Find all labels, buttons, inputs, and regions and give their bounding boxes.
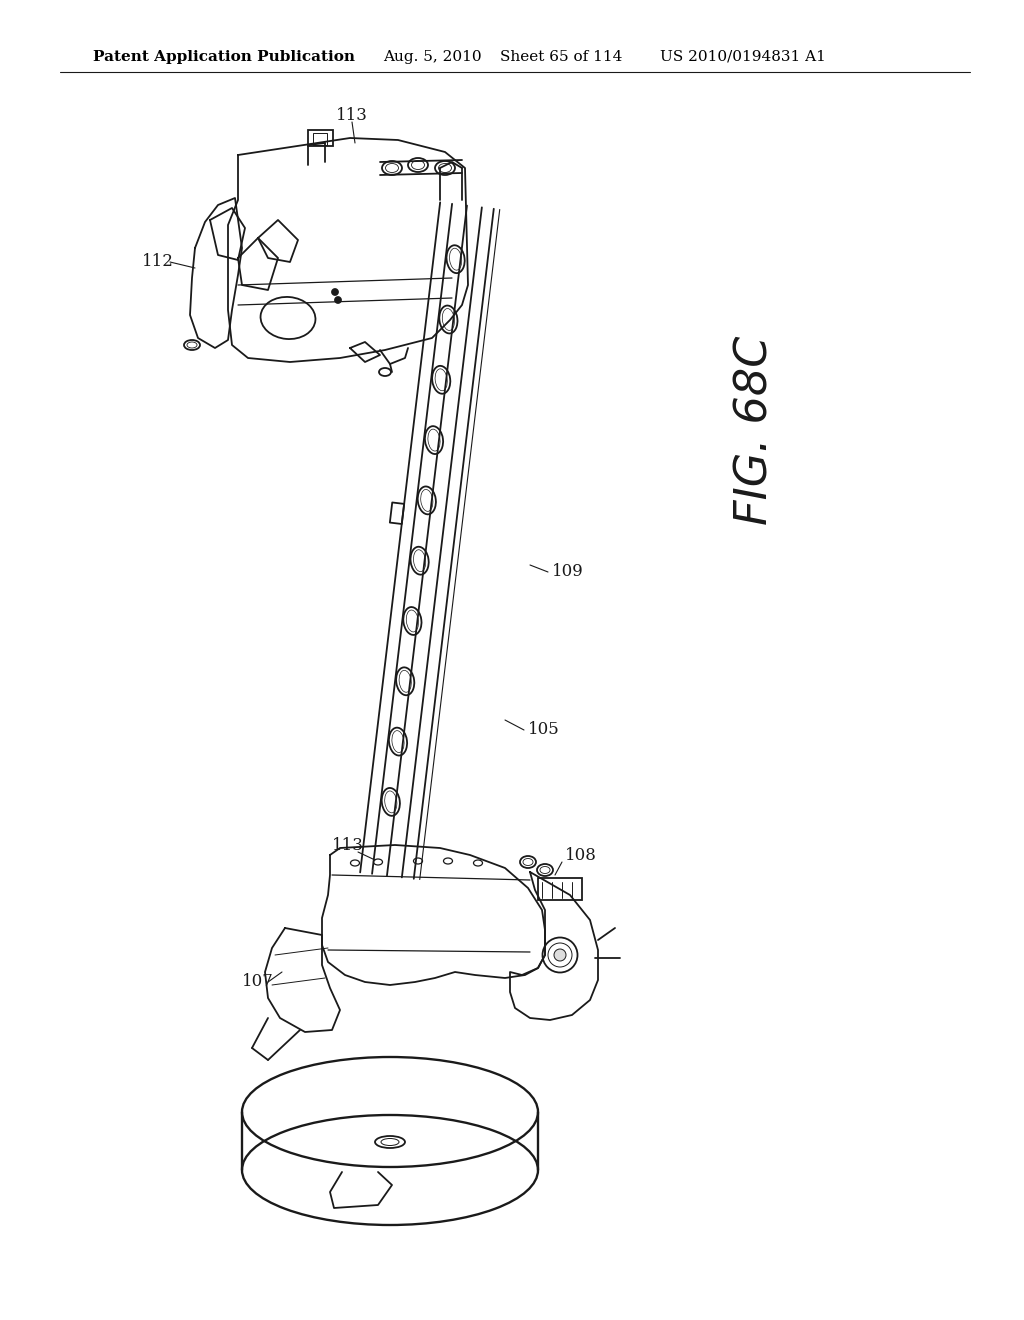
Text: 113: 113: [332, 837, 364, 854]
Text: 107: 107: [242, 974, 274, 990]
Text: 113: 113: [336, 107, 368, 124]
Text: FIG. 68C: FIG. 68C: [733, 335, 776, 524]
Bar: [538, 878, 582, 900]
Text: 112: 112: [142, 253, 174, 271]
Ellipse shape: [335, 297, 341, 304]
Text: 109: 109: [552, 564, 584, 581]
Bar: [308, 129, 333, 147]
Text: 108: 108: [565, 846, 597, 863]
Ellipse shape: [332, 289, 339, 296]
Text: Sheet 65 of 114: Sheet 65 of 114: [500, 50, 623, 63]
Bar: [313, 133, 327, 145]
Text: US 2010/0194831 A1: US 2010/0194831 A1: [660, 50, 826, 63]
Text: Patent Application Publication: Patent Application Publication: [93, 50, 355, 63]
Ellipse shape: [554, 949, 566, 961]
Text: 105: 105: [528, 722, 560, 738]
Text: Aug. 5, 2010: Aug. 5, 2010: [383, 50, 481, 63]
